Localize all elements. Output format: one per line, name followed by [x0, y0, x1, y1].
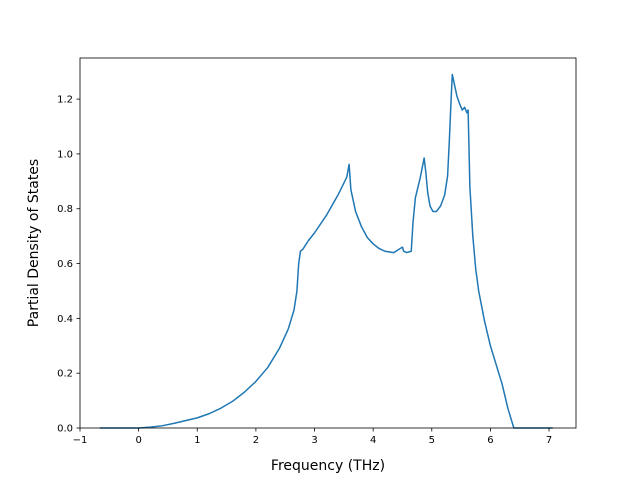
y-tick-label: 0.2	[57, 369, 73, 380]
x-tick-label: 5	[429, 435, 435, 446]
y-tick-label: 0.0	[57, 424, 73, 435]
y-tick-label: 0.8	[57, 204, 73, 215]
y-tick-label: 1.2	[57, 95, 73, 106]
x-axis-label: Frequency (THz)	[271, 458, 385, 474]
x-tick-label: 3	[311, 435, 317, 446]
x-tick-label: 2	[253, 435, 259, 446]
x-tick-label: 7	[546, 435, 552, 446]
x-tick-label: 1	[194, 435, 200, 446]
x-ticks: −1 0 1 2 3 4 5 6 7	[73, 428, 552, 446]
y-axis-label: Partial Density of States	[26, 159, 42, 327]
x-tick-label: 4	[370, 435, 376, 446]
y-tick-label: 0.6	[57, 259, 73, 270]
x-tick-label: −1	[73, 435, 88, 446]
plot-background	[80, 58, 576, 428]
x-tick-label: 6	[487, 435, 493, 446]
series-line-0	[99, 73, 553, 429]
x-tick-label: 0	[135, 435, 141, 446]
y-ticks: 0.0 0.2 0.4 0.6 0.8 1.0 1.2	[57, 95, 80, 435]
plot-frame	[79, 57, 577, 429]
y-tick-label: 1.0	[57, 149, 73, 160]
y-tick-label: 0.4	[57, 314, 73, 325]
series-layer	[99, 73, 553, 429]
